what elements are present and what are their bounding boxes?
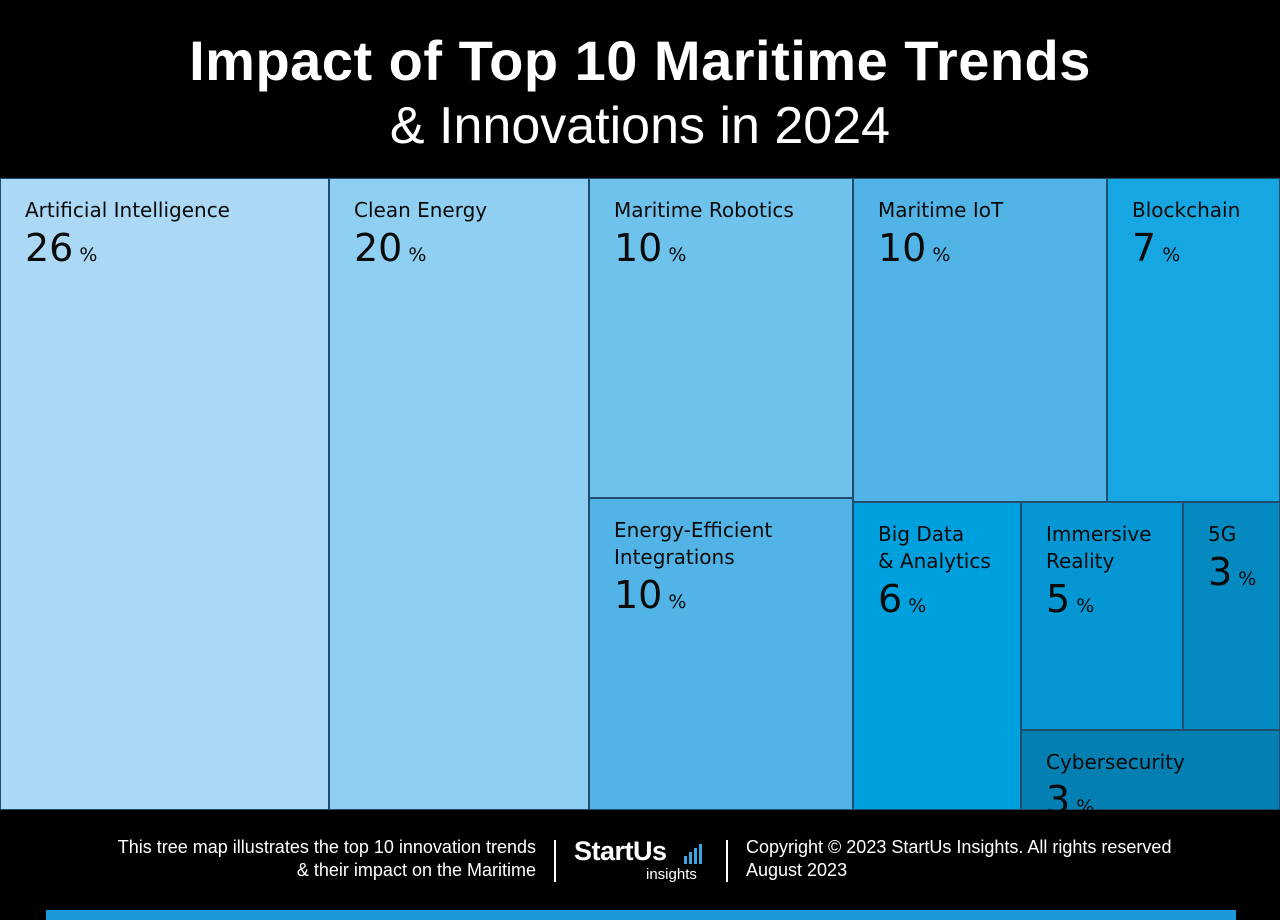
treemap-tile: Cybersecurity 3%: [1021, 730, 1280, 820]
tile-value-number: 10: [878, 226, 927, 270]
footer-accent-bar: [46, 910, 1236, 920]
title-line-1: Impact of Top 10 Maritime Trends: [189, 29, 1091, 92]
tile-value: 20%: [354, 228, 426, 275]
tile-label: Maritime Robotics: [614, 198, 794, 222]
tile-value-unit: %: [408, 244, 427, 266]
treemap-tile: 5G 3%: [1183, 502, 1280, 730]
tile-value-number: 10: [614, 573, 663, 617]
tile-value: 7%: [1132, 228, 1180, 275]
bar-chart-icon: [684, 844, 708, 864]
tile-value-number: 7: [1132, 226, 1157, 270]
tile-value: 26%: [25, 228, 97, 275]
footer-divider-left: [554, 840, 556, 882]
tile-value-unit: %: [932, 244, 951, 266]
tile-label: Big Data & Analytics: [878, 522, 991, 573]
tile-label: Energy-Efficient Integrations: [614, 518, 773, 569]
tile-label: Immersive Reality: [1046, 522, 1152, 573]
tile-value-number: 20: [354, 226, 403, 270]
logo-wordmark: StartUs: [574, 836, 667, 866]
tile-value: 10%: [614, 575, 686, 622]
tile-value-unit: %: [908, 595, 927, 617]
tile-value: 3%: [1208, 552, 1256, 599]
tile-value: 10%: [614, 228, 686, 275]
footer-copyright-block: Copyright © 2023 StartUs Insights. All r…: [746, 836, 1171, 882]
logo-subtext: insights: [646, 866, 697, 883]
tile-value-unit: %: [668, 591, 687, 613]
treemap-tile: Immersive Reality 5%: [1021, 502, 1183, 730]
tile-label: Cybersecurity: [1046, 750, 1185, 774]
tile-label: Artificial Intelligence: [25, 198, 230, 222]
treemap-tile: Energy-Efficient Integrations 10%: [589, 498, 853, 810]
date-text: August 2023: [746, 860, 848, 880]
tile-value: 6%: [878, 579, 926, 626]
tile-label: 5G: [1208, 522, 1237, 546]
tile-value-unit: %: [1162, 244, 1181, 266]
footer: This tree map illustrates the top 10 inn…: [0, 810, 1280, 920]
treemap-tile: Big Data & Analytics 6%: [853, 502, 1021, 810]
treemap-tile: Clean Energy 20%: [329, 178, 589, 810]
tile-label: Blockchain: [1132, 198, 1241, 222]
tile-value-number: 3: [1208, 550, 1233, 594]
startus-logo: StartUs insights: [572, 836, 712, 886]
treemap-tile: Blockchain 7%: [1107, 178, 1280, 502]
treemap-tile: Artificial Intelligence 26%: [0, 178, 329, 810]
title-line-2: & Innovations in 2024: [389, 97, 891, 155]
tile-value-unit: %: [79, 244, 98, 266]
tile-label: Clean Energy: [354, 198, 488, 222]
tile-value-number: 6: [878, 577, 903, 621]
treemap-chart: Artificial Intelligence 26% Clean Energy 20…: [0, 178, 1280, 820]
tile-value-unit: %: [1076, 595, 1095, 617]
tile-value: 5%: [1046, 579, 1094, 626]
tile-value-number: 10: [614, 226, 663, 270]
header: Impact of Top 10 Maritime Trends & Innov…: [0, 0, 1280, 178]
copyright-text: Copyright © 2023 StartUs Insights. All r…: [746, 837, 1172, 857]
tile-label: Maritime IoT: [878, 198, 1004, 222]
tile-value: 10%: [878, 228, 950, 275]
footer-description-line-1: This tree map illustrates the top 10 inn…: [117, 837, 536, 857]
treemap-tile: Maritime Robotics 10%: [589, 178, 853, 498]
treemap-tile: Maritime IoT 10%: [853, 178, 1107, 502]
footer-divider-right: [726, 840, 728, 882]
tile-value-number: 26: [25, 226, 74, 270]
tile-value-number: 5: [1046, 577, 1071, 621]
footer-description-line-2: & their impact on the Maritime: [296, 860, 536, 880]
footer-description: This tree map illustrates the top 10 inn…: [16, 836, 536, 882]
tile-value-unit: %: [668, 244, 687, 266]
tile-value-unit: %: [1238, 568, 1257, 590]
